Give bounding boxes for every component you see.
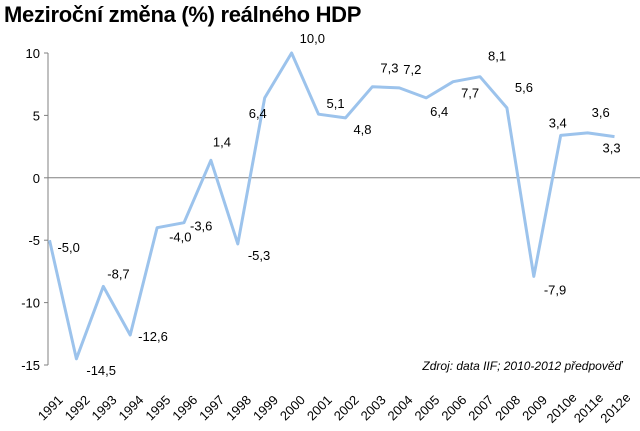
data-label: -8,7 — [107, 266, 129, 281]
data-label: -7,9 — [544, 282, 566, 297]
y-tick-label: -10 — [21, 296, 40, 311]
data-labels: -5,0 -14,5 -8,7 -12,6 -4,0-3,6 1,4 -5,3 6,4 10,0… — [57, 31, 620, 378]
y-tick-label: 5 — [33, 108, 40, 123]
data-label: -14,5 — [86, 363, 116, 378]
x-tick-label: 2004 — [385, 392, 416, 423]
x-tick-label: 2002 — [331, 392, 362, 423]
x-axis-ticks: 1991199219931994199519961997199819992000… — [35, 390, 634, 426]
x-tick-label: 1997 — [196, 392, 227, 423]
data-label: -5,0 — [57, 240, 79, 255]
x-tick-label: 2001 — [304, 392, 335, 423]
y-tick-label: 0 — [33, 171, 40, 186]
data-label: -3,6 — [190, 219, 212, 234]
x-tick-label: 1993 — [89, 392, 120, 423]
y-tick-label: 10 — [26, 46, 40, 61]
data-label: 6,4 — [249, 106, 267, 121]
x-tick-label: 1999 — [250, 392, 281, 423]
x-tick-label: 2007 — [465, 392, 496, 423]
x-tick-label: 2006 — [438, 392, 469, 423]
data-label: -4,0 — [169, 230, 191, 245]
data-label: 5,6 — [515, 80, 533, 95]
data-label: 4,8 — [353, 122, 371, 137]
x-tick-label: 1996 — [169, 392, 200, 423]
source-note: Zdroj: data IIF; 2010-2012 předpověď — [421, 359, 623, 373]
data-label: 3,3 — [603, 141, 621, 156]
x-tick-label: 1992 — [62, 392, 93, 423]
data-label: -5,3 — [248, 248, 270, 263]
data-label: 3,6 — [592, 105, 610, 120]
x-tick-label: 2008 — [492, 392, 523, 423]
data-label: 7,3 — [380, 61, 398, 76]
x-tick-label: 2010e — [543, 390, 579, 426]
data-label: 7,7 — [461, 86, 479, 101]
series-line — [48, 51, 615, 361]
x-tick-label: 1994 — [115, 392, 146, 423]
data-label: 8,1 — [488, 49, 506, 64]
x-tick-label: 2000 — [277, 392, 308, 423]
data-label: -12,6 — [138, 329, 168, 344]
chart-title: Meziroční změna (%) reálného HDP — [4, 2, 362, 27]
data-label: 5,1 — [327, 96, 345, 111]
x-tick-label: 2003 — [358, 392, 389, 423]
x-tick-label: 1991 — [35, 392, 66, 423]
y-tick-label: -15 — [21, 358, 40, 373]
data-label: 1,4 — [213, 134, 231, 149]
y-tick-label: -5 — [28, 233, 40, 248]
data-label: 6,4 — [430, 104, 448, 119]
data-label: 7,2 — [403, 62, 421, 77]
data-label: 3,4 — [549, 115, 567, 130]
y-axis-ticks: 10 5 0 -5 -10 -15 — [21, 46, 48, 373]
x-tick-label: 1998 — [223, 392, 254, 423]
x-tick-label: 2005 — [411, 392, 442, 423]
data-label: 10,0 — [300, 31, 325, 46]
x-tick-label: 2012e — [597, 390, 633, 426]
chart-axes — [47, 53, 640, 365]
x-tick-label: 1995 — [142, 392, 173, 423]
